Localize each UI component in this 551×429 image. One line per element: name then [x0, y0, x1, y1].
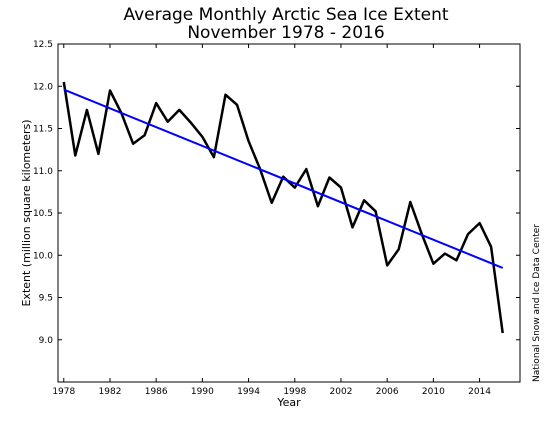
plot-area — [57, 43, 521, 383]
y-tick-label: 12.0 — [33, 82, 53, 92]
x-tick-label: 1994 — [237, 387, 260, 397]
y-tick-label: 9.5 — [39, 294, 53, 304]
chart-subtitle: November 1978 - 2016 — [187, 23, 384, 43]
y-tick-label: 12.5 — [33, 40, 53, 50]
x-tick-label: 1982 — [99, 387, 122, 397]
trend-line — [63, 88, 504, 269]
x-tick-label: 2002 — [330, 387, 353, 397]
y-tick-label: 11.0 — [33, 167, 53, 177]
series-layer — [62, 81, 504, 334]
y-tick-label: 10.0 — [33, 251, 53, 261]
y-tick-label: 11.5 — [33, 125, 53, 135]
y-axis: 9.0 9.5 10.0 10.5 11.0 11.5 12.0 12.5 — [33, 40, 520, 346]
x-tick-label: 2010 — [422, 387, 445, 397]
y-tick-label: 9.0 — [39, 336, 54, 346]
x-axis: 1978 1982 1986 1990 1994 1998 2002 2006 2010 2014 — [52, 44, 491, 397]
y-tick-label: 10.5 — [33, 209, 53, 219]
x-tick-label: 2014 — [468, 387, 491, 397]
x-tick-label: 1990 — [191, 387, 214, 397]
x-tick-label: 1998 — [283, 387, 306, 397]
extent-series-line — [62, 81, 504, 334]
y-axis-label: Extent (million square kilometers) — [20, 119, 33, 306]
x-tick-label: 2006 — [376, 387, 399, 397]
x-axis-label: Year — [276, 396, 301, 409]
x-tick-label: 1986 — [145, 387, 168, 397]
chart-title: Average Monthly Arctic Sea Ice Extent — [123, 5, 448, 25]
x-tick-label: 1978 — [52, 387, 75, 397]
credit-label: National Snow and Ice Data Center — [532, 224, 542, 382]
